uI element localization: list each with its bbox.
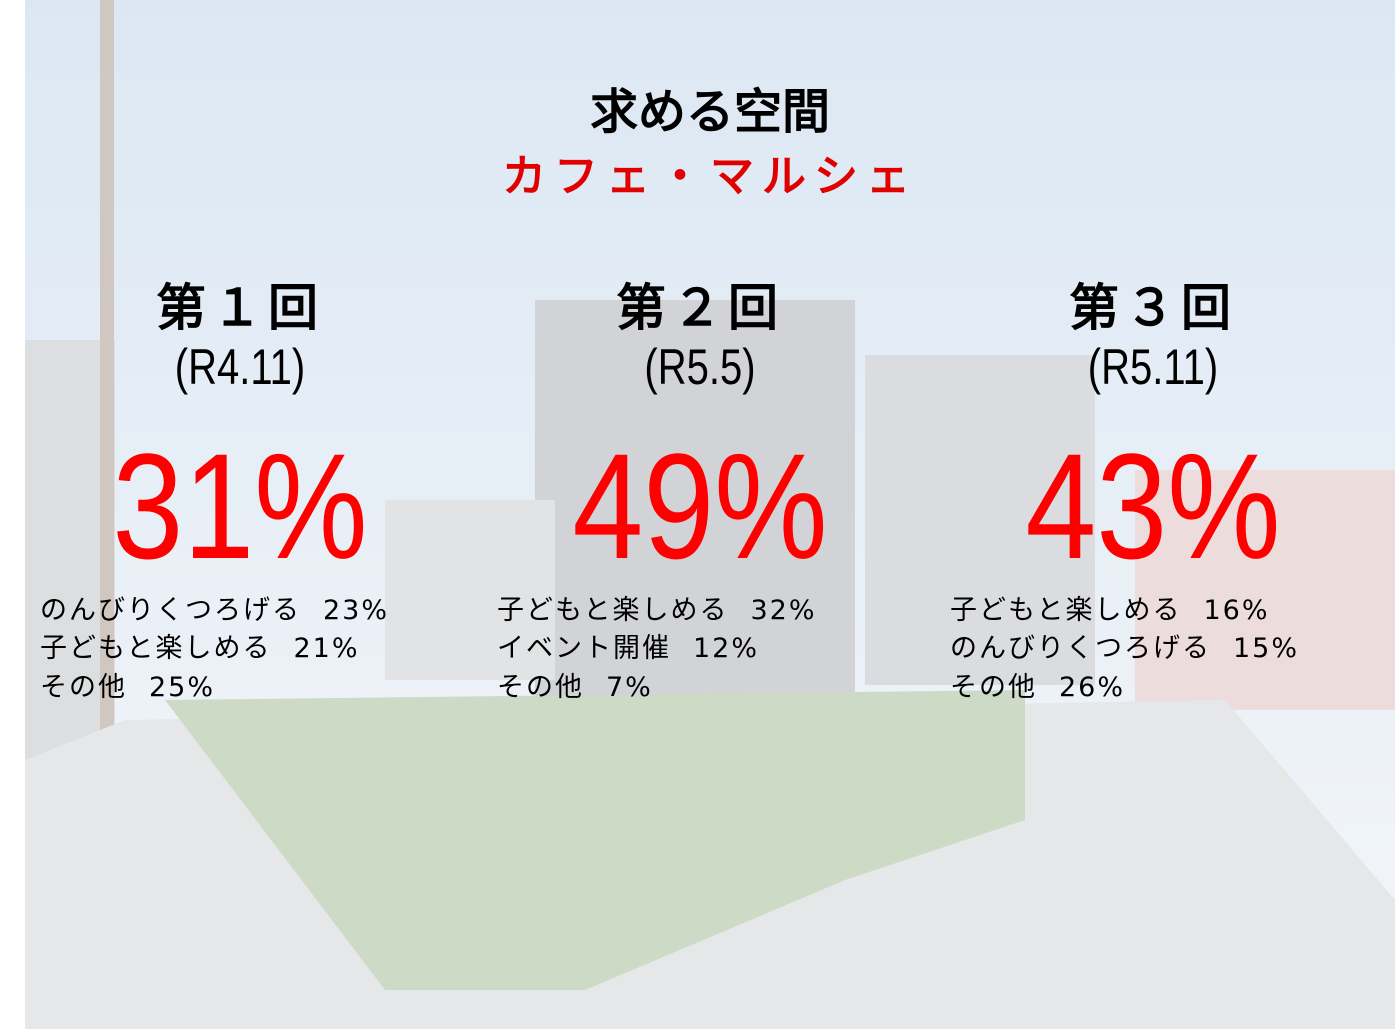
title: 求める空間 [589,84,831,140]
round-label: 第３回 [1069,279,1237,337]
background-photo [25,0,1395,1029]
breakdown-label: イベント開催 [497,633,671,664]
breakdown-value: 25% [149,672,216,703]
round-percent: 31% [112,422,368,590]
breakdown-value: 21% [293,633,360,664]
round-period: (R5.5) [644,339,756,395]
round-period: (R4.11) [174,339,306,395]
subtitle: カフェ・マルシェ [502,151,918,202]
breakdown-row: のんびりくつろげる 23% [40,588,389,627]
round-period: (R5.11) [1087,339,1219,395]
breakdown-value: 7% [606,672,653,703]
breakdown-value: 32% [750,595,817,626]
breakdown-label: その他 [497,672,584,703]
breakdown-row: その他 25% [40,665,215,704]
breakdown-row: その他 7% [497,665,653,704]
breakdown-row: のんびりくつろげる 15% [950,626,1299,665]
breakdown-value: 16% [1203,595,1270,626]
round-label: 第２回 [616,279,784,337]
breakdown-row: その他 26% [950,665,1125,704]
breakdown-label: その他 [40,672,127,703]
breakdown-row: 子どもと楽しめる 21% [40,626,359,665]
round-label: 第１回 [156,279,324,337]
breakdown-value: 15% [1233,633,1300,664]
breakdown-row: 子どもと楽しめる 16% [950,588,1269,627]
breakdown-label: その他 [950,672,1037,703]
breakdown-label: のんびりくつろげる [40,595,301,626]
breakdown-value: 23% [323,595,390,626]
round-percent: 49% [572,422,828,590]
breakdown-label: 子どもと楽しめる [40,633,272,664]
breakdown-label: 子どもと楽しめる [950,595,1182,626]
round-percent: 43% [1025,422,1281,590]
breakdown-label: のんびりくつろげる [950,633,1211,664]
breakdown-value: 12% [693,633,760,664]
breakdown-label: 子どもと楽しめる [497,595,729,626]
breakdown-row: 子どもと楽しめる 32% [497,588,816,627]
breakdown-row: イベント開催 12% [497,626,759,665]
breakdown-value: 26% [1059,672,1126,703]
